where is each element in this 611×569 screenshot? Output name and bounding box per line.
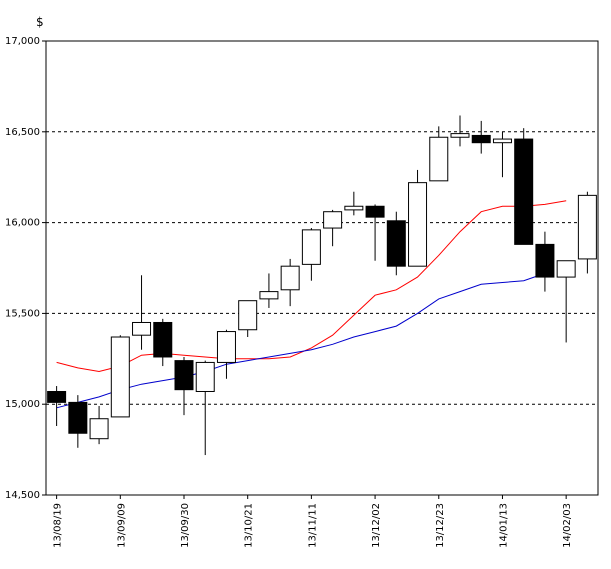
candle [47,386,67,426]
moving-average-long-line [56,272,546,409]
y-tick-label: 15,000 [5,399,40,410]
candle-body-up [577,194,597,260]
candle-body-down [514,138,534,245]
x-tick-label: 13/12/02 [371,503,382,548]
candle [344,191,364,216]
candle-body-up [216,331,236,363]
y-tick-label: 14,500 [5,490,40,501]
x-tick-label: 13/09/09 [116,503,127,548]
candle-body-down [47,390,67,403]
candle [323,209,343,247]
candle-body-up [408,182,428,267]
x-tick-label: 13/09/30 [180,503,191,548]
y-tick-label: 16,000 [5,218,40,229]
candle-body-down [535,243,555,278]
candle-body-down [471,134,491,144]
x-tick-label: 13/11/11 [307,503,318,548]
candle-body-up [556,260,576,278]
x-axis-ticks: 13/08/19 13/09/09 13/09/30 13/10/21 13/11/11… [53,495,573,548]
y-tick-label: 16,500 [5,127,40,138]
candle [195,360,215,456]
y-unit-label: $ [36,15,44,29]
candle [153,318,173,367]
candle-body-up [492,138,512,144]
x-tick-label: 13/12/23 [435,503,446,548]
candle [132,275,152,350]
candle [386,211,406,276]
candle [238,300,258,338]
candle [365,204,385,261]
candle-body-down [174,360,194,391]
candle [450,115,470,147]
candle [89,406,109,445]
candle [492,131,512,178]
candle [514,128,534,245]
candle-body-up [323,211,343,229]
candle [301,228,321,281]
candle-body-down [386,220,406,267]
candle [577,191,597,274]
y-tick-label: 15,500 [5,308,40,319]
x-tick-label: 13/08/19 [53,503,64,548]
candle [68,395,88,448]
candle [408,169,428,267]
x-tick-label: 13/10/21 [244,503,255,548]
y-axis-ticks: 14,500 15,000 15,500 16,000 16,500 17,000 [5,36,46,501]
moving-average-lines [56,200,567,409]
candle-body-down [153,321,173,358]
candle-body-up [132,321,152,336]
candle-body-up [195,361,215,392]
candle-body-up [450,133,470,138]
candle [174,356,194,416]
candle [535,231,555,292]
candle [216,329,236,379]
y-tick-label: 17,000 [5,36,40,47]
candle-body-down [365,205,385,218]
candle [471,120,491,154]
candle-body-up [301,229,321,265]
candle-body-up [259,291,279,300]
candles [47,115,597,456]
x-tick-label: 14/02/03 [562,503,573,548]
candle-body-up [280,265,300,291]
candle [110,335,130,418]
candle-body-up [238,300,258,331]
candle-body-up [429,136,449,182]
candle [556,260,576,343]
grid-lines [46,131,598,405]
candle-body-down [68,401,88,434]
x-tick-label: 14/01/13 [498,503,509,548]
candle-body-up [110,336,130,418]
candle-body-up [344,205,364,211]
candle [259,273,279,308]
candle [429,126,449,182]
candle [280,258,300,307]
plot-frame [45,40,599,496]
moving-average-short-line [56,200,567,373]
candle-body-up [89,418,109,440]
